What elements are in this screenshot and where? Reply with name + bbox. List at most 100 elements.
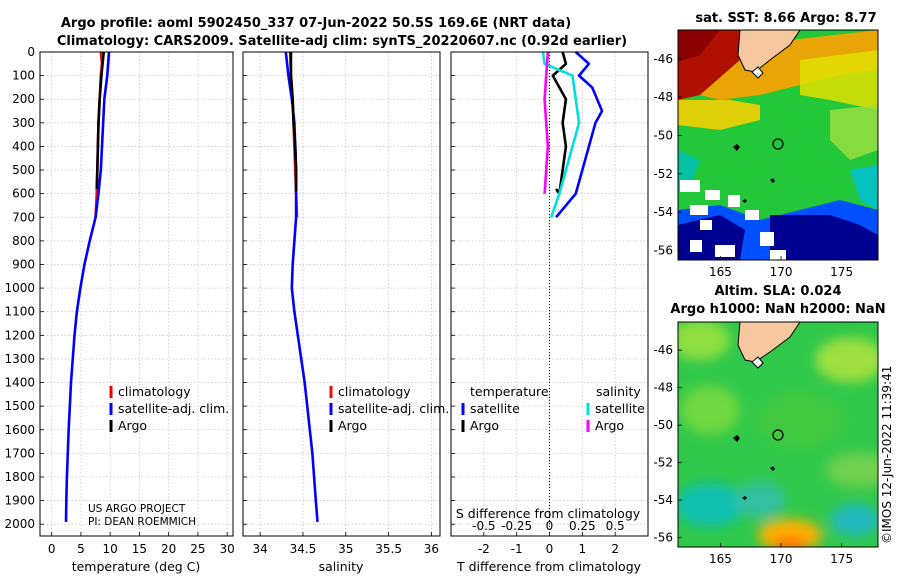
legend-label-argo: Argo <box>118 418 147 433</box>
map-y-tick-label: -48 <box>653 381 673 395</box>
figure-title-line2: Climatology: CARS2009. Satellite-adj cli… <box>57 34 627 49</box>
top-tick-label: 0.25 <box>569 519 596 533</box>
series-line-argo <box>289 52 298 192</box>
difference-panel: -2 -1 0 1 2 -0.5 -0.25 0 0.25 0.5 <box>450 51 649 556</box>
x-tick-label: 10 <box>103 542 118 556</box>
sst-map-image <box>678 30 878 260</box>
legend-title-temperature: temperature <box>470 384 549 399</box>
legend-label-sal-argo: Argo <box>595 418 624 433</box>
sst-map-title: sat. SST: 8.66 Argo: 8.77 <box>695 11 876 26</box>
y-tick-label: 500 <box>12 163 35 177</box>
temperature-legend: climatology satellite-adj. clim. Argo <box>109 384 229 433</box>
x-tick-label: 20 <box>161 542 176 556</box>
y-tick-label: 1000 <box>4 281 35 295</box>
watermark: ©IMOS 12-Jun-2022 11:39:41 <box>880 366 894 544</box>
series-line-argo <box>95 51 106 189</box>
sla-profile-marker <box>772 429 784 441</box>
y-tick-label: 800 <box>12 234 35 248</box>
y-tick-label: 400 <box>12 139 35 153</box>
sst-map-axes: 165 170 175 -46 -48 -50 -52 -54 -56 <box>653 52 853 279</box>
x-tick-label: -1 <box>511 542 523 556</box>
y-tick-label: 900 <box>12 257 35 271</box>
y-tick-label: 1100 <box>4 305 35 319</box>
y-tick-label: 1400 <box>4 376 35 390</box>
map-x-tick-label: 165 <box>709 552 732 566</box>
top-tick-label: 0.5 <box>606 519 625 533</box>
top-tick-label: -0.25 <box>501 519 532 533</box>
y-tick-label: 1700 <box>4 446 35 460</box>
legend-title-salinity: salinity <box>596 384 641 399</box>
sla-map-title-line2: Argo h1000: NaN h2000: NaN <box>670 302 885 317</box>
map-y-tick-label: -54 <box>653 205 673 219</box>
temperature-panel: 0100200300400500600700800900100011001200… <box>4 45 234 556</box>
series-line-temperature-satellite <box>555 51 604 219</box>
map-y-tick-label: -54 <box>653 493 673 507</box>
x-tick-label: 34.5 <box>290 542 317 556</box>
x-tick-label: 35.5 <box>375 542 402 556</box>
project-note-line1: US ARGO PROJECT <box>88 503 186 515</box>
y-tick-label: 1200 <box>4 328 35 342</box>
figure-title-line1: Argo profile: aoml 5902450_337 07-Jun-20… <box>61 16 571 31</box>
series-line-salinity-satellite <box>541 51 581 218</box>
map-y-tick-label: -56 <box>653 243 673 257</box>
map-x-tick-label: 170 <box>770 265 793 279</box>
legend-label-temp-argo: Argo <box>470 418 499 433</box>
legend-label-satellite: satellite-adj. clim. <box>338 401 449 416</box>
map-x-tick-label: 175 <box>830 265 853 279</box>
x-tick-label: -2 <box>478 542 490 556</box>
x-tick-label: 2 <box>611 542 619 556</box>
plot-frame <box>39 51 234 537</box>
salinity-xlabel: salinity <box>319 559 364 574</box>
plot-area <box>40 52 233 536</box>
series-line-satellite-adj-clim- <box>64 51 111 522</box>
sla-map-axes: 165 170 175 -46 -48 -50 -52 -54 -56 <box>653 343 853 566</box>
plot-area <box>243 52 440 536</box>
legend-label-climatology: climatology <box>338 384 411 399</box>
legend-label-argo: Argo <box>338 418 367 433</box>
y-tick-label: 1800 <box>4 470 35 484</box>
map-y-tick-label: -52 <box>653 167 673 181</box>
y-tick-label: 700 <box>12 210 35 224</box>
sla-map-title-line1: Altim. SLA: 0.024 <box>715 284 842 299</box>
legend-label-temp-satellite: satellite <box>470 401 520 416</box>
legend-label-climatology: climatology <box>118 384 191 399</box>
plot-frame <box>242 51 441 537</box>
salinity-legend: climatology satellite-adj. clim. Argo <box>329 384 449 433</box>
map-y-tick-label: -46 <box>653 52 673 66</box>
x-tick-label: 1 <box>579 542 587 556</box>
map-x-tick-label: 175 <box>830 552 853 566</box>
temperature-xlabel: temperature (deg C) <box>72 559 201 574</box>
difference-xlabel: T difference from climatology <box>456 559 642 574</box>
plot-frame <box>450 51 649 537</box>
salinity-panel: 34 34.5 35 35.5 36 <box>242 51 441 556</box>
difference-legend-temperature: temperature satellite Argo <box>461 384 549 433</box>
y-tick-label: 1600 <box>4 423 35 437</box>
difference-top-xlabel: S difference from climatology <box>456 506 641 521</box>
x-tick-label: 0 <box>546 542 554 556</box>
x-tick-label: 15 <box>132 542 147 556</box>
map-y-tick-label: -56 <box>653 531 673 545</box>
map-y-tick-label: -48 <box>653 90 673 104</box>
map-y-tick-label: -52 <box>653 456 673 470</box>
map-x-tick-label: 170 <box>770 552 793 566</box>
legend-label-satellite: satellite-adj. clim. <box>118 401 229 416</box>
x-tick-label: 34 <box>252 542 267 556</box>
y-tick-label: 600 <box>12 187 35 201</box>
y-tick-label: 2000 <box>4 517 35 531</box>
map-x-tick-label: 165 <box>709 265 732 279</box>
x-tick-label: 36 <box>424 542 439 556</box>
x-tick-label: 30 <box>220 542 235 556</box>
y-tick-label: 200 <box>12 92 35 106</box>
y-tick-label: 100 <box>12 69 35 83</box>
x-tick-label: 25 <box>190 542 205 556</box>
y-tick-label: 1300 <box>4 352 35 366</box>
x-tick-label: 5 <box>77 542 85 556</box>
map-y-tick-label: -46 <box>653 343 673 357</box>
map-y-tick-label: -50 <box>653 418 673 432</box>
series-line-salinity-argo <box>543 51 550 194</box>
top-tick-label: 0 <box>546 519 554 533</box>
legend-label-sal-satellite: satellite <box>595 401 645 416</box>
y-tick-label: 1900 <box>4 494 35 508</box>
difference-legend-salinity: salinity satellite Argo <box>586 384 645 433</box>
